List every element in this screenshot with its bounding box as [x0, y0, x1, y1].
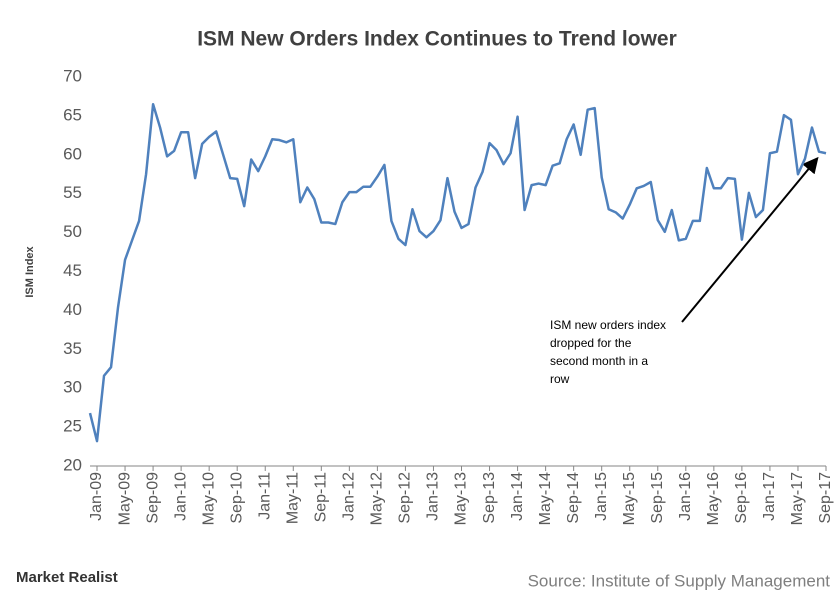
y-tick-label: 70	[63, 66, 82, 85]
annotation: ISM new orders index	[550, 318, 666, 332]
y-tick-label: 40	[63, 300, 82, 319]
y-tick-label: 50	[63, 222, 82, 241]
brand: Market Realist	[16, 569, 118, 586]
x-tick-label: Jan-15	[593, 472, 610, 521]
y-tick-label: 25	[63, 417, 82, 436]
x-tick-label: Sep-17	[817, 472, 834, 524]
y-tick-label: 65	[63, 105, 82, 124]
x-tick-label: Sep-15	[649, 472, 666, 524]
chart-title: ISM New Orders Index Continues to Trend …	[197, 28, 677, 51]
x-tick-label: Jan-11	[256, 472, 273, 520]
x-tick-label: Sep-10	[228, 472, 245, 524]
x-tick-label: Sep-13	[481, 472, 498, 524]
y-tick-label: 45	[63, 261, 82, 280]
x-tick-label: May-10	[200, 472, 217, 525]
x-tick-label: May-17	[789, 472, 806, 525]
x-tick-label: May-15	[621, 472, 638, 525]
x-tick-label: Jan-09	[88, 472, 105, 521]
source: Source: Institute of Supply Management	[528, 571, 831, 590]
x-tick-label: Jan-12	[341, 472, 358, 521]
x-tick-label: May-14	[537, 472, 554, 525]
y-tick-label: 35	[63, 339, 82, 358]
x-tick-label: Jan-10	[172, 472, 189, 521]
x-tick-label: Sep-12	[397, 472, 414, 524]
x-tick-label: May-09	[116, 472, 133, 525]
y-tick-label: 20	[63, 455, 82, 474]
y-tick-label: 55	[63, 183, 82, 202]
x-tick-label: Sep-16	[733, 472, 750, 524]
x-tick-label: May-12	[369, 472, 386, 525]
x-tick-label: Jan-16	[677, 472, 694, 521]
x-tick-label: May-11	[284, 472, 301, 524]
x-tick-label: Sep-14	[565, 472, 582, 524]
annotation: dropped for the	[550, 336, 632, 350]
data-line	[88, 102, 827, 443]
x-tick-label: May-16	[705, 472, 722, 525]
annotation-arrow	[681, 156, 819, 323]
x-tick-label: Jan-14	[509, 472, 526, 521]
x-tick-label: Jan-17	[761, 472, 778, 521]
annotation: second month in a	[550, 354, 648, 368]
y-axis-label: ISM Index	[24, 245, 36, 297]
x-tick-label: Sep-11	[313, 472, 330, 523]
y-tick-label: 30	[63, 378, 82, 397]
x-tick-label: Jan-13	[425, 472, 442, 521]
y-tick-label: 60	[63, 144, 82, 163]
annotation: row	[550, 372, 570, 386]
x-tick-label: Sep-09	[144, 472, 161, 524]
x-tick-label: May-13	[453, 472, 470, 525]
